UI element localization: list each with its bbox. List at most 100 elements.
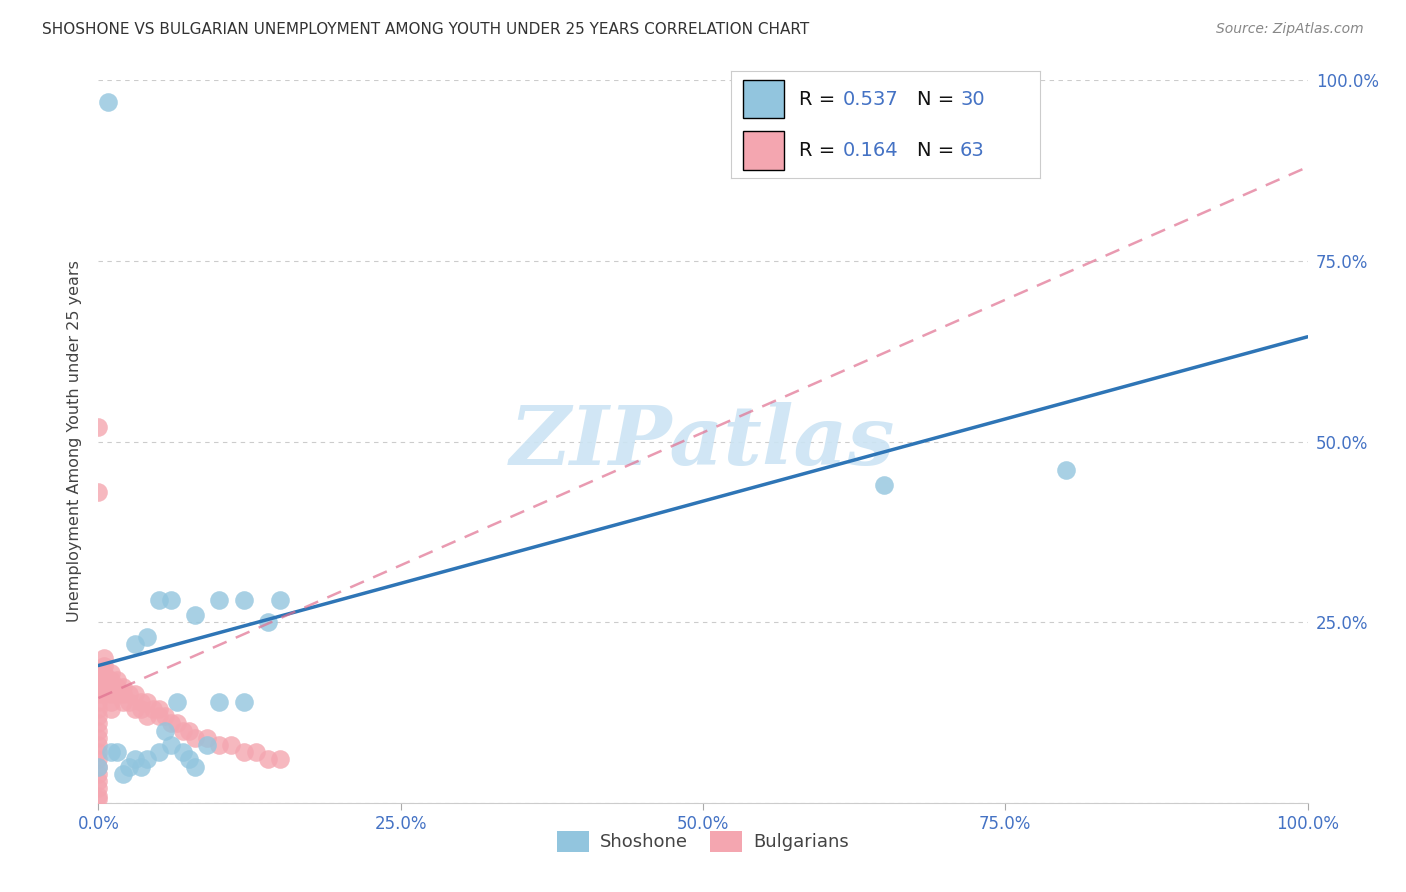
Point [129, 702, 152, 716]
Point [87, 745, 110, 759]
Point [172, 745, 194, 759]
FancyBboxPatch shape [744, 80, 783, 119]
Point [269, 752, 291, 766]
Point [208, 738, 231, 752]
Point [100, 673, 122, 687]
Point [87, 420, 110, 434]
Point [256, 615, 278, 630]
Point [118, 695, 141, 709]
Point [153, 723, 176, 738]
Point [93, 687, 115, 701]
Text: ZIPatlas: ZIPatlas [510, 401, 896, 482]
Point [135, 695, 157, 709]
Point [256, 752, 278, 766]
Point [87, 789, 110, 803]
Point [160, 738, 183, 752]
Point [232, 695, 254, 709]
Point [124, 752, 146, 766]
Point [87, 485, 110, 500]
Point [87, 702, 110, 716]
Point [111, 687, 134, 701]
Point [142, 702, 165, 716]
Point [184, 731, 207, 745]
Point [100, 702, 122, 716]
Point [135, 709, 157, 723]
Point [87, 709, 110, 723]
Point [232, 593, 254, 607]
Text: Source: ZipAtlas.com: Source: ZipAtlas.com [1216, 22, 1364, 37]
Point [87, 760, 110, 774]
Point [172, 723, 194, 738]
Point [100, 680, 122, 694]
Point [111, 695, 134, 709]
Point [87, 767, 110, 781]
Point [269, 593, 291, 607]
Point [100, 695, 122, 709]
Point [93, 680, 115, 694]
Point [148, 709, 170, 723]
Point [148, 593, 170, 607]
Text: R =: R = [799, 90, 842, 109]
Point [195, 738, 218, 752]
Text: SHOSHONE VS BULGARIAN UNEMPLOYMENT AMONG YOUTH UNDER 25 YEARS CORRELATION CHART: SHOSHONE VS BULGARIAN UNEMPLOYMENT AMONG… [42, 22, 810, 37]
Text: R =: R = [799, 141, 842, 160]
Point [148, 745, 170, 759]
Point [179, 752, 201, 766]
Point [135, 630, 157, 644]
Point [93, 658, 115, 673]
Point [124, 702, 146, 716]
Point [160, 593, 183, 607]
Point [97, 95, 120, 109]
Point [93, 665, 115, 680]
Point [179, 723, 201, 738]
Point [105, 680, 128, 694]
Point [87, 792, 110, 806]
Point [111, 767, 134, 781]
Point [232, 745, 254, 759]
Point [87, 665, 110, 680]
Legend: Shoshone, Bulgarians: Shoshone, Bulgarians [550, 823, 856, 859]
Point [87, 716, 110, 731]
Point [93, 673, 115, 687]
Point [100, 665, 122, 680]
Point [184, 760, 207, 774]
Point [87, 781, 110, 796]
Point [111, 680, 134, 694]
Point [87, 774, 110, 789]
Point [135, 752, 157, 766]
Point [148, 702, 170, 716]
Point [873, 478, 896, 492]
Point [118, 687, 141, 701]
Point [195, 731, 218, 745]
Point [129, 695, 152, 709]
Point [87, 695, 110, 709]
Text: N =: N = [917, 90, 960, 109]
Point [184, 607, 207, 622]
Point [87, 673, 110, 687]
Point [87, 752, 110, 766]
Point [208, 695, 231, 709]
Point [87, 738, 110, 752]
Point [208, 593, 231, 607]
Point [1054, 463, 1077, 477]
Point [87, 760, 110, 774]
Point [124, 637, 146, 651]
Text: 0.164: 0.164 [842, 141, 898, 160]
Point [105, 673, 128, 687]
Text: 0.537: 0.537 [842, 90, 898, 109]
Point [166, 695, 188, 709]
Point [100, 687, 122, 701]
Point [87, 731, 110, 745]
Point [166, 716, 188, 731]
Point [245, 745, 267, 759]
Point [87, 680, 110, 694]
Text: N =: N = [917, 141, 960, 160]
Point [105, 687, 128, 701]
Point [160, 716, 183, 731]
Point [124, 687, 146, 701]
Point [153, 709, 176, 723]
Point [100, 745, 122, 759]
Point [221, 738, 243, 752]
Text: 30: 30 [960, 90, 984, 109]
Point [93, 651, 115, 665]
